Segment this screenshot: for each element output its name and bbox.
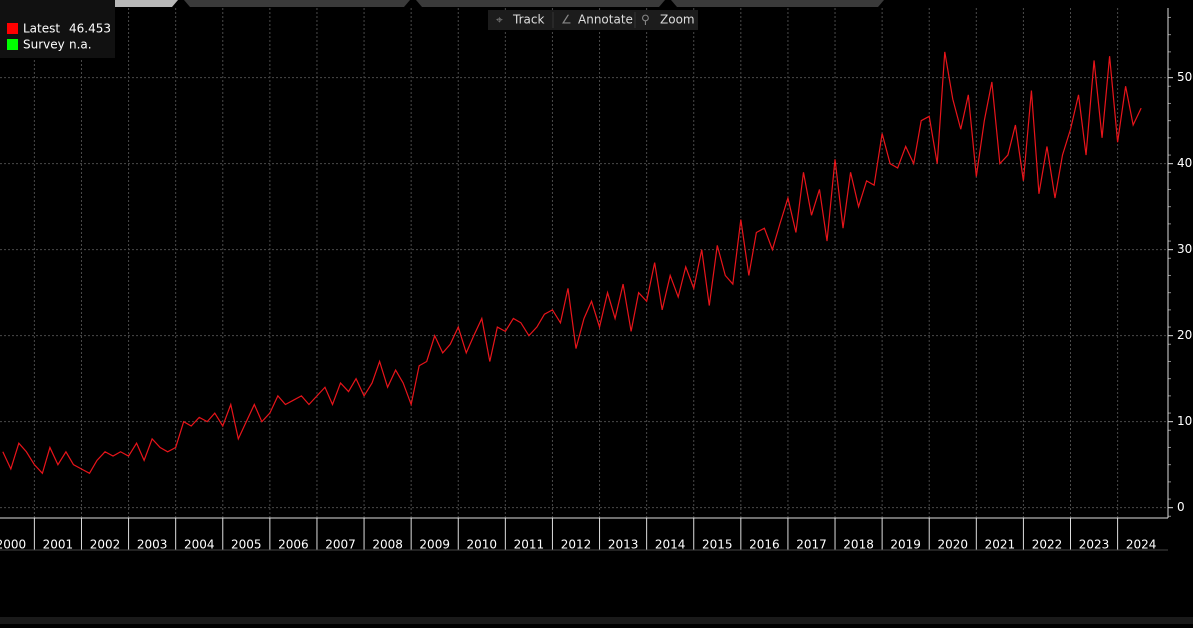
y-tick-label: 0 — [1177, 500, 1185, 514]
x-tick-label: 2020 — [937, 538, 968, 552]
x-tick-label: 2013 — [608, 538, 639, 552]
tab[interactable] — [184, 0, 410, 7]
button-label[interactable]: Annotate — [578, 13, 633, 27]
y-tick-label: 20 — [1177, 328, 1192, 342]
legend-box — [0, 0, 115, 58]
track-button[interactable]: ⌖ Track — [496, 13, 544, 27]
x-tick-label: 2012 — [561, 538, 592, 552]
y-tick-label: 30 — [1177, 242, 1192, 256]
y-tick-label: 10 — [1177, 414, 1192, 428]
x-tick-label: 2009 — [419, 538, 450, 552]
annotate-button[interactable]: ∠ Annotate — [561, 13, 633, 27]
plot-area: 0 10 20 30 40 50 2000 2001 2002 2003 2004 2005 2006 2… — [0, 8, 1192, 552]
y-tick-label: 40 — [1177, 156, 1192, 170]
toolbar: ⌖ Track ∠ Annotate ⚲ Zoom — [488, 10, 698, 30]
legend-value: 46.453 — [69, 22, 111, 36]
toolbar-bg — [488, 10, 698, 30]
tab[interactable] — [416, 0, 665, 7]
x-tick-label: 2016 — [749, 538, 780, 552]
x-tick-label: 2019 — [890, 538, 921, 552]
x-tick-label: 2017 — [796, 538, 827, 552]
legend-label: Latest — [23, 22, 60, 36]
legend-swatch — [7, 23, 18, 34]
x-tick-label: 2000 — [0, 538, 26, 552]
x-tick-label: 2004 — [184, 538, 215, 552]
x-tick-label: 2002 — [90, 538, 121, 552]
tabs — [0, 0, 884, 7]
status-strip — [0, 617, 1193, 624]
x-tick-label: 2018 — [843, 538, 874, 552]
x-tick-label: 2006 — [278, 538, 309, 552]
y-tick-label: 50 — [1177, 70, 1192, 84]
legend-value: n.a. — [69, 38, 92, 52]
icon: ⌖ — [496, 13, 503, 27]
x-tick-label: 2001 — [43, 538, 74, 552]
legend-label: Survey — [23, 38, 65, 52]
x-tick-label: 2007 — [325, 538, 356, 552]
x-tick-label: 2011 — [514, 538, 545, 552]
x-tick-label: 2008 — [372, 538, 403, 552]
icon: ⚲ — [641, 13, 650, 27]
x-tick-label: 2015 — [702, 538, 733, 552]
zoom-button[interactable]: ⚲ Zoom — [641, 13, 695, 27]
x-tick-label: 2010 — [467, 538, 498, 552]
x-tick-label: 2005 — [231, 538, 262, 552]
x-tick-label: 2023 — [1079, 538, 1110, 552]
x-tick-label: 2024 — [1126, 538, 1157, 552]
x-tick-label: 2021 — [985, 538, 1016, 552]
x-tick-label: 2022 — [1032, 538, 1063, 552]
button-label[interactable]: Track — [512, 13, 544, 27]
icon: ∠ — [561, 13, 572, 27]
button-label[interactable]: Zoom — [660, 13, 695, 27]
legend-swatch — [7, 39, 18, 50]
tab[interactable] — [671, 0, 884, 7]
data-line — [2, 51, 1142, 475]
x-tick-label: 2003 — [137, 538, 168, 552]
x-tick-label: 2014 — [655, 538, 686, 552]
